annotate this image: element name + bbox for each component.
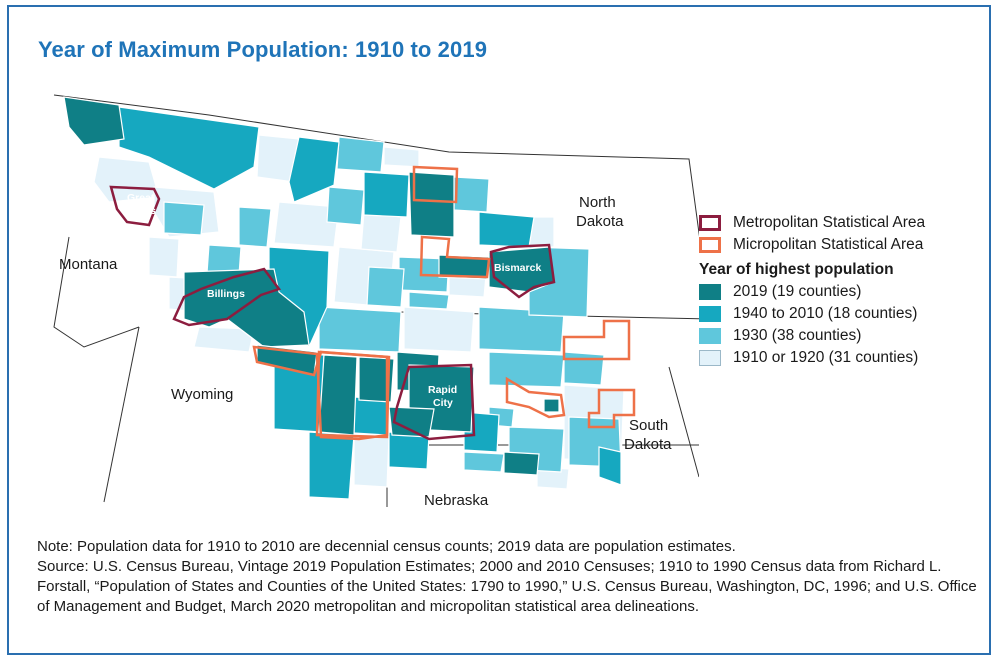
north-dakota-line-1: North [579,194,616,211]
legend-item-label: 1910 or 1920 (31 counties) [733,349,919,366]
city-label-great-falls: Great Falls [127,192,157,217]
swatch-1910-1920 [699,350,721,366]
legend-item-label: 2019 (19 counties) [733,283,862,300]
micro-outlines [252,165,636,441]
city-label-billings: Billings [207,288,245,300]
south-dakota-line-2: Dakota [624,436,672,453]
legend-metro: Metropolitan Statistical Area [699,212,989,234]
note-text: Note: Population data for 1910 to 2010 a… [37,538,736,555]
legend-metro-label: Metropolitan Statistical Area [733,214,926,231]
legend-micro: Micropolitan Statistical Area [699,234,989,256]
aberdeen-micro [562,319,631,361]
legend-item-1930: 1930 (38 counties) [699,325,989,347]
legend-item-1940-2010: 1940 to 2010 (18 counties) [699,303,989,325]
micro-swatch [699,237,721,253]
counties-1910-1920 [93,134,625,490]
legend-item-label: 1930 (38 counties) [733,327,862,344]
pierre-micro [505,376,566,419]
state-label-south-dakota: South Dakota [624,417,672,453]
metro-outlines [109,185,556,441]
billings-msa [172,267,282,327]
rapid-city-msa [392,363,476,441]
legend-micro-label: Micropolitan Statistical Area [733,236,924,253]
huron-micro [587,388,636,429]
map-title: Year of Maximum Population: 1910 to 2019 [38,37,488,62]
great-falls-msa [109,185,161,227]
swatch-2019 [699,284,721,300]
state-label-north-dakota: North Dakota [576,194,624,230]
notes-block: Note: Population data for 1910 to 2010 a… [37,537,977,617]
map-legend: Metropolitan Statistical Area Micropolit… [699,212,989,369]
legend-item-1910-1920: 1910 or 1920 (31 counties) [699,347,989,369]
williston-micro [412,165,459,204]
state-labels: Montana Wyoming Nebraska North Dakota So… [59,194,672,507]
swatch-1930 [699,328,721,344]
dickinson-micro [419,235,491,279]
south-dakota-line-1: South [629,417,668,434]
bismarck-msa [489,243,556,299]
legend-heading: Year of highest population [699,261,894,278]
city-labels: Great Falls Billings Bismarck Rapid City [127,192,541,409]
state-label-wyoming: Wyoming [171,386,233,403]
spearfish-micro [315,350,389,439]
city-label-rapid-city: Rapid City [428,384,460,409]
north-dakota-line-2: Dakota [576,213,624,230]
legend-item-2019: 2019 (19 counties) [699,281,989,303]
county-map: Montana Wyoming Nebraska North Dakota So… [53,94,699,507]
source-text: Source: U.S. Census Bureau, Vintage 2019… [37,558,977,615]
legend-item-label: 1940 to 2010 (18 counties) [733,305,918,322]
figure-frame: Year of Maximum Population: 1910 to 2019 [7,5,991,655]
swatch-1940-2010 [699,306,721,322]
city-label-bismarck: Bismarck [494,262,541,274]
state-label-nebraska: Nebraska [424,492,489,507]
state-label-montana: Montana [59,256,118,273]
metro-swatch [699,215,721,231]
